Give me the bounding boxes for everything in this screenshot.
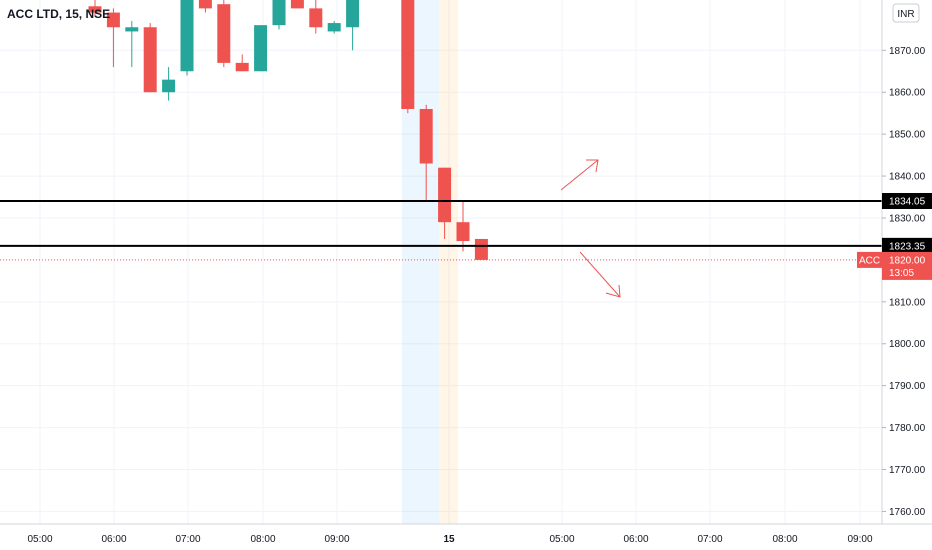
candle-body: [401, 0, 415, 109]
x-tick-label: 06:00: [101, 534, 126, 545]
y-tick-label: 1860.00: [889, 88, 926, 99]
x-tick-label: 07:00: [175, 534, 200, 545]
candle-body: [125, 27, 139, 32]
y-tick-label: 1800.00: [889, 339, 926, 350]
last-price-label: 1820.00: [889, 255, 926, 266]
y-tick-label: 1810.00: [889, 297, 926, 308]
x-tick-label: 07:00: [697, 534, 722, 545]
candle[interactable]: [419, 104, 433, 202]
candle[interactable]: [88, 0, 102, 17]
candle-body: [346, 0, 360, 28]
x-tick-label: 09:00: [847, 534, 872, 545]
bar-countdown-label: 13:05: [889, 268, 914, 279]
candle[interactable]: [456, 201, 470, 252]
arrow-shaft: [560, 159, 599, 191]
x-tick-label: 05:00: [549, 534, 574, 545]
candle-body: [456, 222, 470, 242]
symbol-tag-label: ACC: [859, 255, 880, 266]
candle[interactable]: [327, 20, 341, 34]
level-price-label: 1834.05: [889, 197, 926, 208]
y-tick-label: 1850.00: [889, 130, 926, 141]
level-price-label: 1823.35: [889, 241, 926, 252]
x-tick-label: 05:00: [27, 534, 52, 545]
candle[interactable]: [254, 25, 268, 72]
candle-body: [198, 0, 212, 9]
candles[interactable]: [88, 0, 488, 260]
candle-body: [327, 23, 341, 32]
candle[interactable]: [346, 0, 360, 51]
time-axis[interactable]: 05:00 06:00 07:00 08:00 09:00 15 05:00 06:00 07:…: [27, 534, 872, 545]
arrow-up[interactable]: [560, 159, 599, 191]
candle[interactable]: [309, 0, 323, 34]
price-tags: 1834.05 1823.35 ACC 1820.00 13:05: [857, 193, 932, 280]
candle[interactable]: [474, 238, 488, 260]
y-tick-label: 1780.00: [889, 423, 926, 434]
candle-body: [272, 0, 286, 26]
candle[interactable]: [125, 20, 139, 68]
candle[interactable]: [143, 23, 157, 93]
candle[interactable]: [106, 8, 120, 68]
y-tick-label: 1790.00: [889, 381, 926, 392]
candle[interactable]: [217, 0, 231, 68]
candle[interactable]: [235, 54, 249, 72]
x-tick-label: 15: [443, 534, 455, 545]
price-axis[interactable]: 1870.00 1860.00 1850.00 1840.00 1830.00 1810.…: [882, 46, 926, 518]
arrow-shaft: [579, 251, 621, 298]
candle-body: [106, 12, 120, 28]
level-price-tag: [882, 193, 932, 210]
candle[interactable]: [272, 0, 286, 30]
candle[interactable]: [198, 0, 212, 13]
y-tick-label: 1830.00: [889, 213, 926, 224]
currency-label: INR: [897, 9, 914, 20]
candle-body: [180, 0, 194, 72]
arrow-down[interactable]: [579, 251, 621, 298]
arrow-head: [586, 159, 599, 173]
symbol-tag: [857, 251, 882, 268]
candle-body: [162, 79, 176, 93]
currency-button-frame[interactable]: [892, 3, 920, 23]
x-tick-label: 08:00: [772, 534, 797, 545]
x-tick-label: 09:00: [324, 534, 349, 545]
candle-body: [290, 0, 304, 9]
candle[interactable]: [180, 0, 194, 76]
session-bands: [402, 0, 458, 524]
x-tick-label: 06:00: [623, 534, 648, 545]
y-tick-label: 1770.00: [889, 465, 926, 476]
y-tick-label: 1840.00: [889, 172, 926, 183]
y-tick-label: 1760.00: [889, 507, 926, 518]
candle[interactable]: [438, 167, 452, 239]
candle-body: [419, 108, 433, 164]
session-band-post-market: [439, 0, 458, 524]
grid-lines: [0, 0, 882, 524]
candle[interactable]: [290, 0, 304, 9]
candle-body: [217, 4, 231, 63]
symbol-title: ACC LTD, 15, NSE: [7, 7, 110, 21]
candle[interactable]: [401, 0, 415, 114]
candle-body: [88, 6, 102, 13]
candle-body: [474, 238, 488, 260]
level-price-tag: [882, 237, 932, 254]
currency-button[interactable]: INR: [892, 3, 920, 23]
candle-body: [254, 25, 268, 72]
x-tick-label: 08:00: [250, 534, 275, 545]
trend-arrows[interactable]: [560, 159, 621, 298]
horizontal-levels[interactable]: [0, 200, 882, 261]
last-price-tag: [882, 251, 932, 280]
candle-body: [438, 167, 452, 223]
candle-body: [309, 8, 323, 28]
candle-body: [143, 27, 157, 93]
candle-body: [235, 62, 249, 72]
arrow-head: [605, 284, 621, 298]
candle[interactable]: [162, 67, 176, 101]
y-tick-label: 1870.00: [889, 46, 926, 57]
